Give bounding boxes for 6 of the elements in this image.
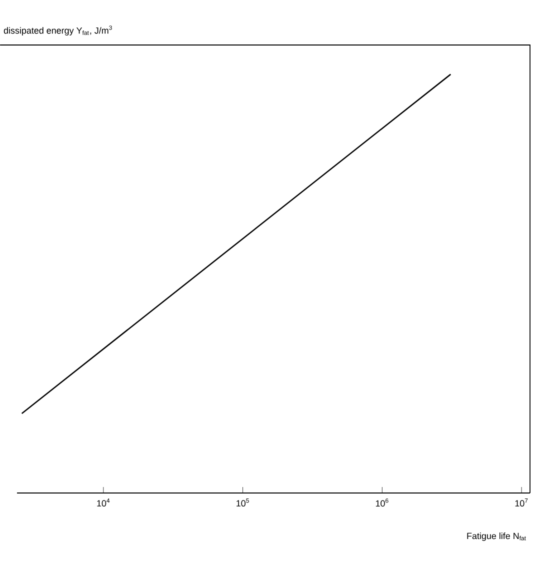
x-tick-label: 10$^{4}$ — [97, 498, 110, 507]
x-tick-label: 10$^{5}$ — [236, 498, 249, 507]
x-tick-label: 10$^{6}$ — [376, 498, 388, 507]
x-axis-title: Fatigue life N$_{fat}$ — [467, 532, 526, 541]
y-axis-title: dissipated energy Y$_{fat}$, J/m$^{3}$ — [4, 26, 112, 36]
x-tick-label: 10$^{7}$ — [515, 498, 528, 507]
